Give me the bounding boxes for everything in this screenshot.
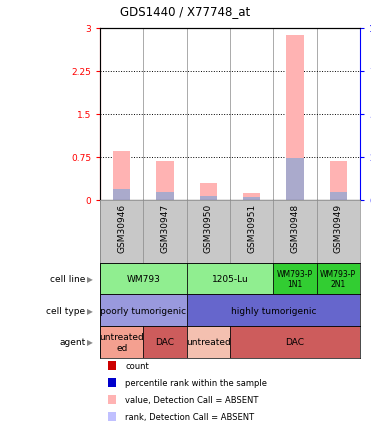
Text: ▶: ▶ [87,338,93,347]
Bar [200,196,217,200]
Text: value, Detection Call = ABSENT: value, Detection Call = ABSENT [125,395,259,404]
Text: WM793-P
2N1: WM793-P 2N1 [320,269,356,289]
Bar [157,161,174,200]
Text: untreated
ed: untreated ed [99,332,144,352]
Text: GSM30946: GSM30946 [117,203,126,252]
Text: count: count [125,361,149,370]
Bar [187,263,273,295]
Text: cell type: cell type [46,306,85,315]
Text: WM793-P
1N1: WM793-P 1N1 [277,269,313,289]
Bar [113,190,131,200]
Text: agent: agent [59,338,85,347]
Bar [100,295,187,326]
Bar [230,326,360,358]
Text: GSM30950: GSM30950 [204,203,213,252]
Bar [100,263,187,295]
Text: GSM30949: GSM30949 [334,203,343,252]
Bar [113,151,131,200]
Bar [273,263,316,295]
Text: DAC: DAC [155,338,175,347]
Text: GSM30947: GSM30947 [161,203,170,252]
Text: GSM30948: GSM30948 [290,203,299,252]
Text: ▶: ▶ [87,306,93,315]
Bar [200,184,217,200]
Text: ▶: ▶ [87,274,93,283]
Text: GDS1440 / X77748_at: GDS1440 / X77748_at [120,5,251,18]
Text: GSM30951: GSM30951 [247,203,256,252]
Text: WM793: WM793 [127,274,160,283]
Bar [286,36,303,200]
Text: 1205-Lu: 1205-Lu [211,274,249,283]
Bar [329,161,347,200]
Text: highly tumorigenic: highly tumorigenic [230,306,316,315]
Text: DAC: DAC [285,338,305,347]
Bar [243,198,260,200]
Bar [187,295,360,326]
Text: percentile rank within the sample: percentile rank within the sample [125,378,267,387]
Text: untreated: untreated [186,338,231,347]
Bar [329,193,347,200]
Text: rank, Detection Call = ABSENT: rank, Detection Call = ABSENT [125,412,254,421]
Bar [100,326,144,358]
Bar [144,326,187,358]
Bar [243,193,260,200]
Text: cell line: cell line [50,274,85,283]
Text: poorly tumorigenic: poorly tumorigenic [101,306,187,315]
Bar [187,326,230,358]
Bar [316,263,360,295]
Bar [286,159,303,200]
Bar [157,193,174,200]
